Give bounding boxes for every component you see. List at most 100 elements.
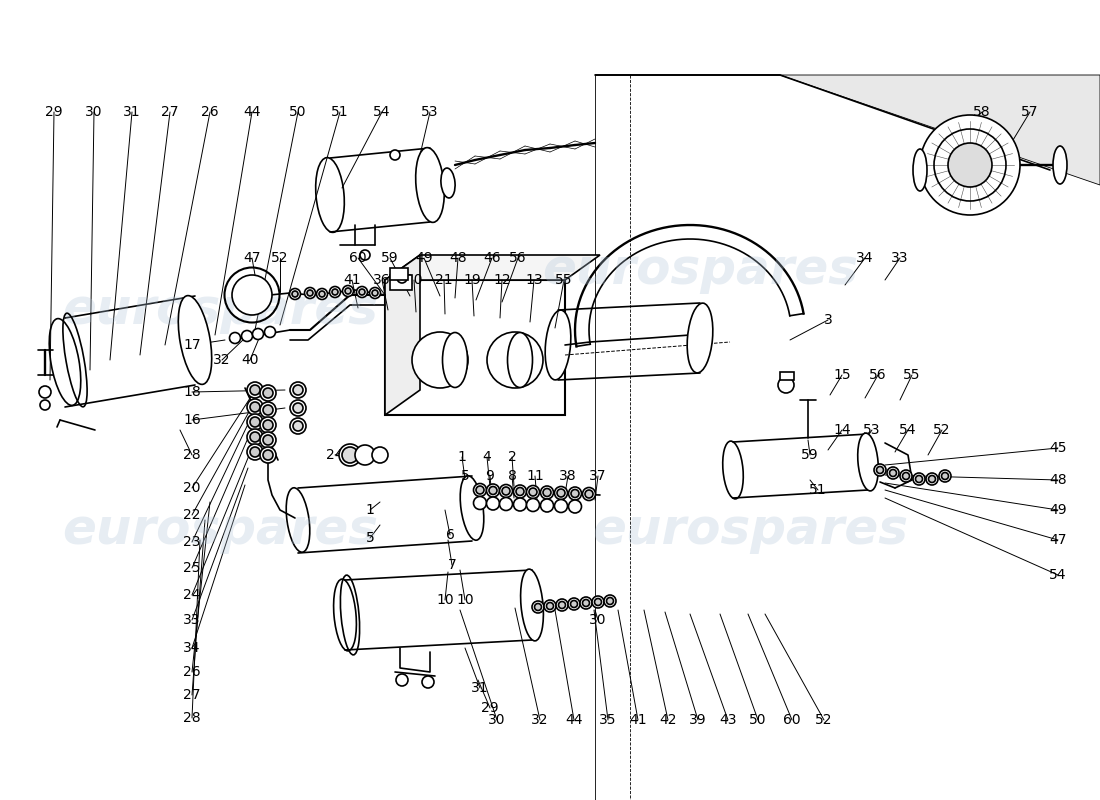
Text: 7: 7 xyxy=(448,558,456,572)
Text: 44: 44 xyxy=(565,713,583,727)
Text: 2: 2 xyxy=(507,450,516,464)
Circle shape xyxy=(263,420,273,430)
Ellipse shape xyxy=(1053,146,1067,184)
Text: 26: 26 xyxy=(201,105,219,119)
Text: 49: 49 xyxy=(415,251,432,265)
Text: 38: 38 xyxy=(559,469,576,483)
Ellipse shape xyxy=(688,303,713,373)
Circle shape xyxy=(554,486,568,499)
Text: 11: 11 xyxy=(526,469,543,483)
Text: 23: 23 xyxy=(361,448,378,462)
Circle shape xyxy=(778,377,794,393)
Text: 54: 54 xyxy=(900,423,916,437)
Circle shape xyxy=(396,674,408,686)
Circle shape xyxy=(260,417,276,433)
Circle shape xyxy=(250,447,260,457)
Polygon shape xyxy=(385,255,600,280)
Ellipse shape xyxy=(441,168,455,198)
Circle shape xyxy=(248,399,263,415)
Circle shape xyxy=(260,402,276,418)
Circle shape xyxy=(360,250,370,260)
Circle shape xyxy=(592,596,604,608)
Circle shape xyxy=(260,432,276,448)
Text: 54: 54 xyxy=(1049,568,1067,582)
Bar xyxy=(390,268,408,280)
Text: 44: 44 xyxy=(243,105,261,119)
Circle shape xyxy=(554,499,568,513)
Circle shape xyxy=(580,597,592,609)
Circle shape xyxy=(397,273,407,283)
Text: 33: 33 xyxy=(891,251,909,265)
Circle shape xyxy=(535,603,541,610)
Circle shape xyxy=(342,447,358,463)
Circle shape xyxy=(40,400,49,410)
Circle shape xyxy=(253,329,264,339)
Text: 9: 9 xyxy=(485,469,494,483)
Text: eurospares: eurospares xyxy=(62,506,378,554)
Circle shape xyxy=(317,289,328,299)
Circle shape xyxy=(290,418,306,434)
Text: 32: 32 xyxy=(531,713,549,727)
Circle shape xyxy=(585,490,593,498)
Text: 50: 50 xyxy=(749,713,767,727)
Text: 53: 53 xyxy=(864,423,881,437)
Ellipse shape xyxy=(50,318,80,406)
Circle shape xyxy=(583,599,590,606)
Circle shape xyxy=(289,289,300,299)
Circle shape xyxy=(242,330,253,342)
Circle shape xyxy=(230,333,241,343)
Circle shape xyxy=(332,289,338,295)
Text: 19: 19 xyxy=(463,273,481,287)
Circle shape xyxy=(913,473,925,485)
Circle shape xyxy=(290,400,306,416)
Text: 47: 47 xyxy=(1049,533,1067,547)
Ellipse shape xyxy=(913,149,927,191)
Ellipse shape xyxy=(416,148,444,222)
Circle shape xyxy=(490,486,497,494)
Circle shape xyxy=(569,500,582,513)
Text: 60: 60 xyxy=(783,713,801,727)
Circle shape xyxy=(359,289,365,295)
Ellipse shape xyxy=(858,433,878,491)
Circle shape xyxy=(355,445,375,465)
Text: 42: 42 xyxy=(659,713,676,727)
Text: 52: 52 xyxy=(815,713,833,727)
Circle shape xyxy=(370,287,381,298)
Text: 15: 15 xyxy=(833,368,850,382)
Text: 3: 3 xyxy=(824,313,833,327)
Text: 53: 53 xyxy=(421,105,439,119)
Text: 59: 59 xyxy=(382,251,399,265)
Text: 1: 1 xyxy=(365,503,374,517)
Circle shape xyxy=(540,486,553,499)
Text: 23: 23 xyxy=(184,535,200,549)
Text: 10: 10 xyxy=(437,593,454,607)
Circle shape xyxy=(606,598,614,605)
Circle shape xyxy=(330,286,341,298)
Text: 26: 26 xyxy=(184,665,201,679)
Circle shape xyxy=(250,402,260,412)
Ellipse shape xyxy=(507,333,532,387)
Circle shape xyxy=(568,598,580,610)
Circle shape xyxy=(263,450,273,460)
Text: 48: 48 xyxy=(1049,473,1067,487)
Text: 30: 30 xyxy=(590,613,607,627)
Text: eurospares: eurospares xyxy=(592,506,908,554)
Circle shape xyxy=(263,388,273,398)
Text: 17: 17 xyxy=(184,338,201,352)
Circle shape xyxy=(412,332,468,388)
Circle shape xyxy=(248,444,263,460)
Text: 57: 57 xyxy=(1021,105,1038,119)
Circle shape xyxy=(250,385,260,395)
Circle shape xyxy=(529,488,537,496)
Circle shape xyxy=(594,598,602,606)
Text: 51: 51 xyxy=(331,105,349,119)
Text: 40: 40 xyxy=(241,353,258,367)
Text: 28: 28 xyxy=(184,448,201,462)
Text: 52: 52 xyxy=(933,423,950,437)
Circle shape xyxy=(569,487,582,500)
Text: 33: 33 xyxy=(184,613,200,627)
Circle shape xyxy=(305,287,316,298)
Text: 34: 34 xyxy=(856,251,873,265)
Text: 56: 56 xyxy=(869,368,887,382)
Circle shape xyxy=(290,382,306,398)
